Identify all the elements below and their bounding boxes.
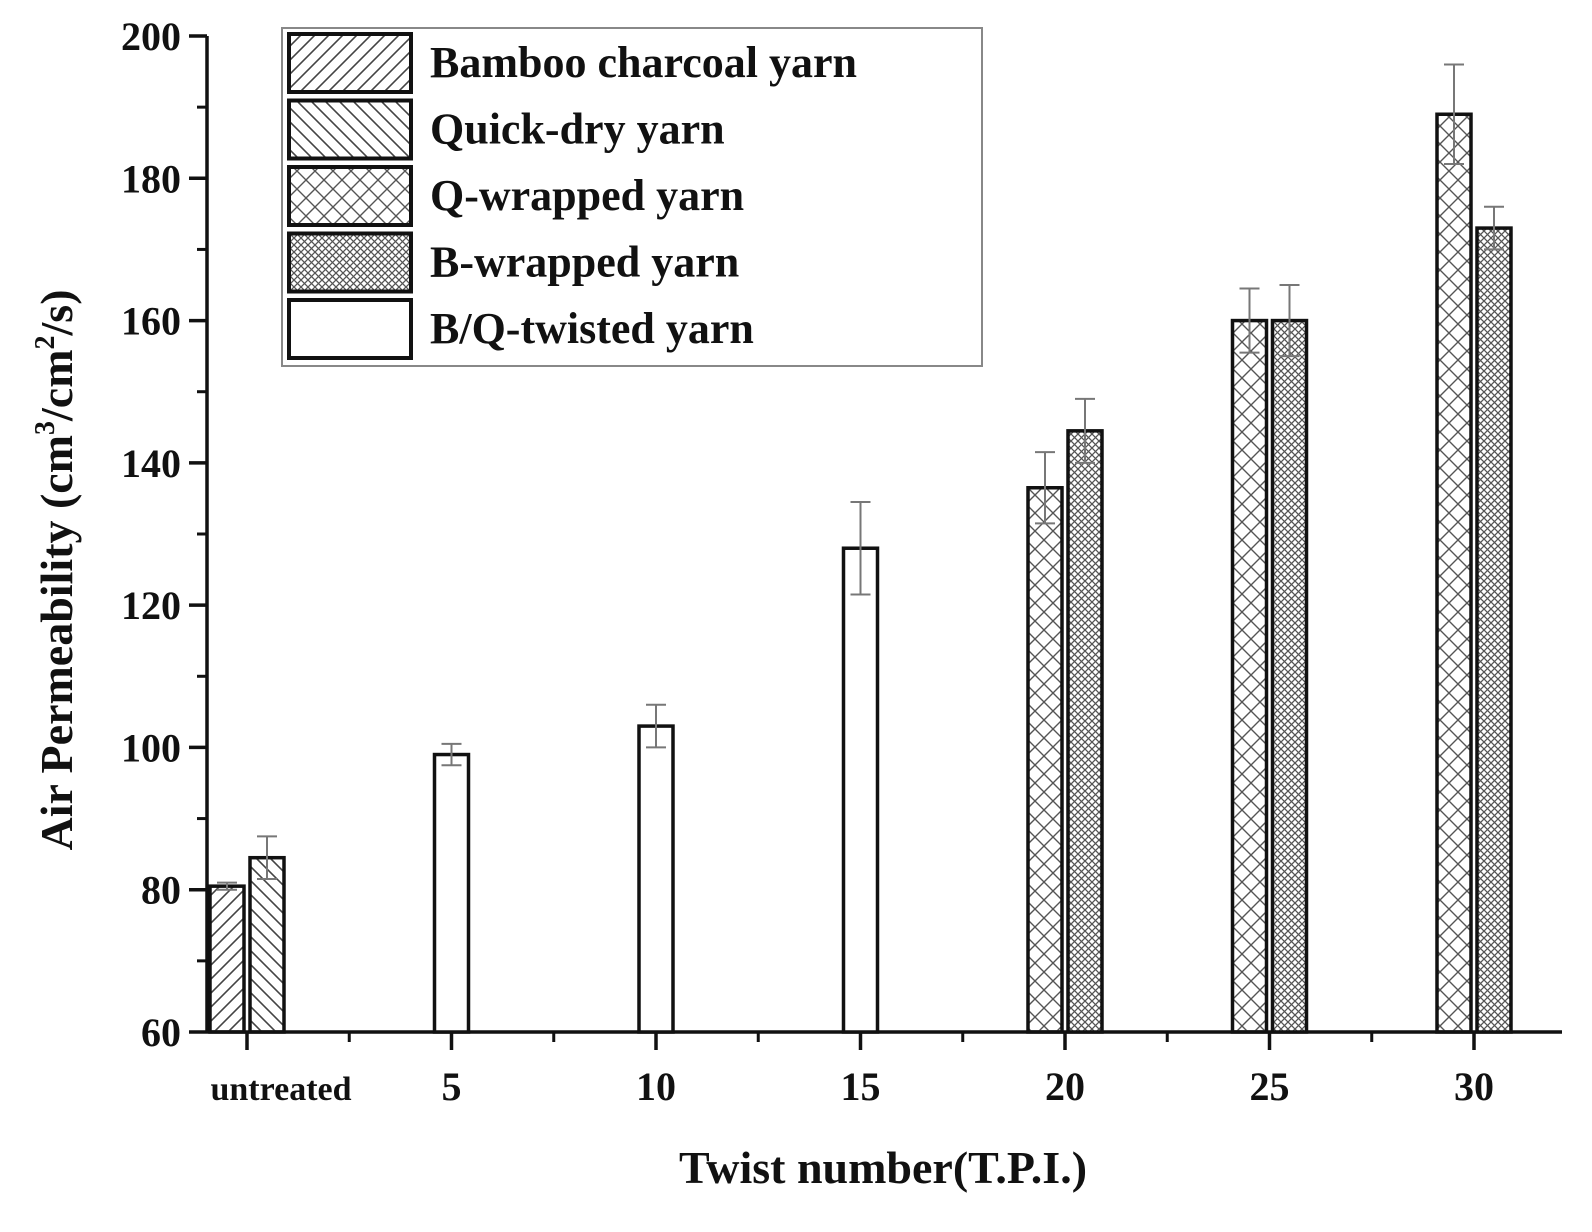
y-tick-label: 200 <box>121 14 181 59</box>
y-axis-title: Air Permeability (cm3/cm2/s) <box>30 289 82 850</box>
y-tick-label: 60 <box>141 1010 181 1055</box>
y-tick-label: 120 <box>121 583 181 628</box>
error-bar <box>1075 397 1095 464</box>
y-axis-title-superscript: 2 <box>30 335 61 349</box>
error-bars <box>217 63 1504 891</box>
y-axis-title-part: /s) <box>31 289 82 336</box>
axis-labels: Twist number(T.P.I.) Air Permeability (c… <box>30 289 1087 1193</box>
x-tick-label: 10 <box>636 1064 676 1109</box>
x-tick-label: 15 <box>841 1064 881 1109</box>
y-axis-title-part: /cm <box>31 349 82 422</box>
bar-bamboo-charcoal-yarn-untreated <box>208 884 246 1034</box>
error-bar <box>1239 287 1260 354</box>
bar-q-wrapped-yarn-30 <box>1435 112 1473 1034</box>
x-tick-label: 25 <box>1250 1064 1290 1109</box>
legend-swatch-q-wrapped-yarn <box>287 165 413 227</box>
error-bar <box>850 500 871 596</box>
y-tick-label: 180 <box>121 156 181 201</box>
bar-q-wrapped-yarn-20 <box>1026 486 1064 1034</box>
bar-b-wrapped-yarn-30 <box>1475 226 1513 1034</box>
y-axis-title-superscript: 3 <box>30 421 61 435</box>
legend-label-b-wrapped-yarn: B-wrapped yarn <box>430 238 739 287</box>
legend-label-quick-dry-yarn: Quick-dry yarn <box>430 105 725 154</box>
x-tick-label: untreated <box>210 1071 351 1108</box>
legend-label-bamboo-charcoal-yarn: Bamboo charcoal yarn <box>430 38 857 87</box>
error-bar <box>1484 205 1504 251</box>
bar-b-q-twisted-yarn-10 <box>637 724 675 1034</box>
y-tick-label: 100 <box>121 725 181 770</box>
bar-quick-dry-yarn-untreated <box>248 855 286 1034</box>
legend-label-b-q-twisted-yarn: B/Q-twisted yarn <box>430 304 754 353</box>
x-tick-label: 20 <box>1045 1064 1085 1109</box>
y-tick-label: 140 <box>121 441 181 486</box>
y-axis-title-part: Air Permeability (cm <box>31 435 82 851</box>
bar-b-q-twisted-yarn-5 <box>432 752 471 1034</box>
legend-swatch-quick-dry-yarn <box>287 98 413 161</box>
error-bar <box>646 703 666 749</box>
x-tick-label: 30 <box>1454 1064 1494 1109</box>
error-bar <box>1279 284 1300 358</box>
error-bar <box>1444 63 1464 166</box>
error-bar <box>1035 451 1055 525</box>
legend-label-q-wrapped-yarn: Q-wrapped yarn <box>430 171 744 220</box>
bar-q-wrapped-yarn-25 <box>1230 318 1269 1034</box>
legend-swatch-b-q-twisted-yarn <box>287 298 413 360</box>
bar-b-wrapped-yarn-20 <box>1066 429 1104 1034</box>
legend: Bamboo charcoal yarn Quick-dry yarn Q-wrap… <box>281 27 983 367</box>
error-bar <box>257 835 277 881</box>
x-axis-title: Twist number(T.P.I.) <box>679 1142 1087 1193</box>
y-tick-label: 80 <box>141 868 181 913</box>
error-bar <box>441 742 462 767</box>
y-tick-label: 160 <box>121 299 181 344</box>
bar-b-wrapped-yarn-25 <box>1270 318 1309 1034</box>
x-tick-label: 5 <box>442 1064 462 1109</box>
bar-b-q-twisted-yarn-15 <box>841 546 880 1034</box>
legend-swatch-bamboo-charcoal-yarn <box>287 32 413 94</box>
legend-swatch-b-wrapped-yarn <box>287 231 413 294</box>
error-bar <box>217 881 237 891</box>
